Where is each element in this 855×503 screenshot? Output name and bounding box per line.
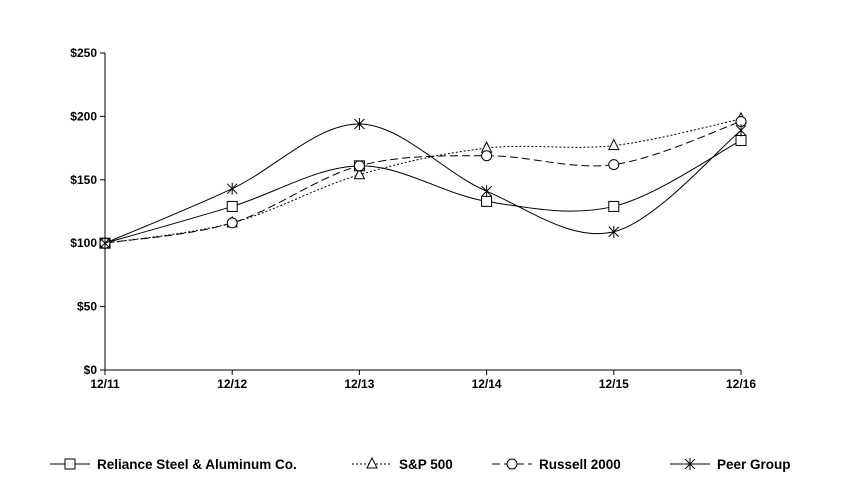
legend-marker xyxy=(366,456,378,469)
data-point xyxy=(481,195,493,207)
data-point xyxy=(608,200,620,212)
legend-label: S&P 500 xyxy=(399,457,453,472)
legend-label: Peer Group xyxy=(717,457,791,472)
series-2 xyxy=(99,115,747,249)
series-line xyxy=(104,123,742,244)
x-tick-label: 12/16 xyxy=(726,377,756,391)
y-tick-label: $200 xyxy=(70,109,97,123)
legend-item: S&P 500 xyxy=(352,456,453,472)
series-line xyxy=(104,120,742,244)
legend-label: Russell 2000 xyxy=(539,457,621,472)
x-tick-label: 12/14 xyxy=(472,377,502,391)
legend: Reliance Steel & Aluminum Co. S&P 500 Russ… xyxy=(50,456,791,472)
data-point xyxy=(353,167,366,180)
y-tick-label: $250 xyxy=(70,46,97,60)
data-point xyxy=(354,118,365,131)
x-tick-label: 12/15 xyxy=(599,377,629,391)
legend-label: Reliance Steel & Aluminum Co. xyxy=(97,457,297,472)
series-3 xyxy=(99,118,747,250)
data-point xyxy=(735,124,747,137)
data-point xyxy=(226,182,238,195)
x-axis-ticks: 12/11 12/12 12/13 12/14 12/15 12/16 xyxy=(90,370,756,391)
data-point xyxy=(735,134,747,146)
data-point xyxy=(607,138,620,151)
y-tick-label: $50 xyxy=(77,300,97,314)
x-tick-label: 12/13 xyxy=(344,377,374,391)
y-axis-ticks: $0 $50 $100 $150 $200 $250 xyxy=(70,46,105,377)
data-point xyxy=(481,150,493,162)
legend-marker xyxy=(64,458,76,470)
series-0 xyxy=(99,134,747,249)
legend-item: Reliance Steel & Aluminum Co. xyxy=(50,457,297,472)
legend-marker xyxy=(506,458,518,470)
data-point xyxy=(99,237,111,250)
x-tick-label: 12/11 xyxy=(90,377,120,391)
y-tick-label: $100 xyxy=(70,236,97,250)
data-point xyxy=(608,225,620,238)
series-1 xyxy=(99,111,747,248)
legend-marker xyxy=(684,458,696,470)
axes xyxy=(104,53,741,371)
series-line xyxy=(104,140,742,244)
y-tick-label: $0 xyxy=(84,363,98,377)
data-point xyxy=(226,200,238,212)
x-tick-label: 12/12 xyxy=(217,377,247,391)
data-point xyxy=(353,160,365,172)
data-point xyxy=(608,159,620,171)
y-tick-label: $150 xyxy=(70,173,97,187)
data-point xyxy=(481,185,492,198)
series-layer xyxy=(99,111,747,250)
data-point xyxy=(226,217,238,229)
legend-item: Peer Group xyxy=(670,457,791,472)
legend-item: Russell 2000 xyxy=(492,457,621,472)
